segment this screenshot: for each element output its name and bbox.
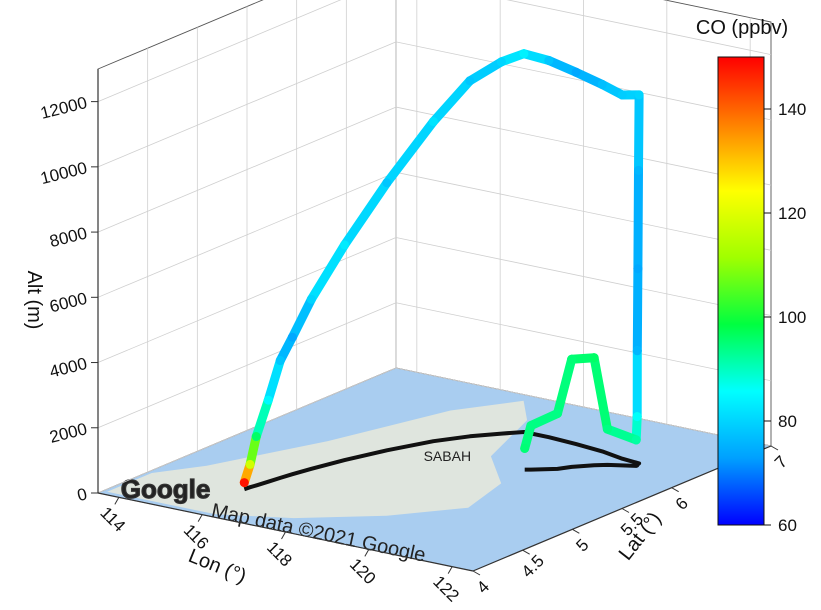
- track-point: [245, 459, 255, 469]
- x-tick: [114, 497, 120, 505]
- track-segment: [245, 432, 261, 469]
- track-segment: [553, 354, 577, 418]
- x-tick-label: 120: [346, 555, 379, 588]
- track-segment: [382, 117, 438, 188]
- y-tick: [522, 549, 530, 555]
- y-tick: [472, 570, 481, 576]
- track-point: [287, 332, 297, 342]
- track-point: [526, 421, 536, 431]
- x-tick: [364, 549, 370, 557]
- y-tick-label: 7: [771, 452, 791, 472]
- track-point: [553, 409, 562, 418]
- track-segment: [571, 67, 607, 89]
- y-tick-label: 4.5: [518, 551, 548, 581]
- track-point: [602, 424, 612, 434]
- flight-track: [239, 49, 644, 488]
- flight-ground-track: [243, 430, 642, 492]
- z-tick-label: 6000: [48, 289, 89, 317]
- x-tick-label: 114: [96, 503, 129, 536]
- y-tick-label: 4: [473, 577, 493, 597]
- colorbar-tick-label: 60: [778, 516, 797, 535]
- track-point: [571, 67, 581, 77]
- y-tick: [770, 445, 779, 451]
- y-tick: [572, 528, 580, 534]
- track-point: [567, 354, 577, 364]
- y-tick-label: 5: [572, 535, 592, 555]
- z-axis-label: Alt (m): [23, 271, 45, 330]
- track-point: [263, 395, 273, 405]
- track-segment: [340, 178, 392, 250]
- track-segment: [589, 353, 612, 434]
- track-point: [632, 346, 642, 356]
- z-tick-label: 12000: [38, 93, 88, 123]
- track-point: [617, 90, 627, 100]
- track-point: [340, 240, 350, 250]
- x-axis-label: Lon (°): [185, 545, 249, 588]
- track-point: [634, 90, 644, 100]
- colorbar-tick-label: 120: [778, 204, 806, 223]
- track-point: [275, 356, 285, 365]
- x-tick-label: 122: [429, 572, 462, 605]
- track-point: [465, 76, 475, 86]
- colorbar-tick-label: 100: [778, 308, 806, 327]
- track-point: [306, 294, 316, 304]
- y-tick: [621, 508, 630, 513]
- track-point: [519, 49, 529, 59]
- track-point: [251, 432, 261, 441]
- track-segment: [602, 424, 641, 445]
- x-tick: [197, 514, 203, 522]
- y-tick-label: 6: [672, 494, 692, 514]
- colorbar-title: CO (ppbv): [696, 17, 788, 39]
- track-segment: [526, 409, 562, 431]
- track-segment: [544, 56, 581, 77]
- z-tick-label: 0: [75, 484, 89, 505]
- track-point: [634, 165, 643, 175]
- basemap-logo: Google: [121, 474, 211, 504]
- track-segment: [251, 395, 273, 441]
- track-point: [520, 443, 530, 453]
- basemap-region-label: SABAH: [424, 448, 471, 464]
- z-tick-label: 2000: [48, 419, 89, 447]
- ground-track-line: [243, 430, 642, 492]
- track-point: [633, 264, 643, 274]
- track-point: [497, 57, 506, 67]
- track-segment: [634, 90, 644, 175]
- colorbar: CO (ppbv) 60 80 100 120 140: [696, 17, 807, 535]
- track-segment: [428, 76, 475, 127]
- z-tick-label: 4000: [48, 354, 89, 382]
- track-segment: [632, 264, 643, 356]
- track-point: [382, 178, 392, 188]
- track-segment: [306, 240, 350, 304]
- colorbar-gradient: [717, 56, 765, 526]
- track-point: [597, 80, 607, 89]
- colorbar-tick-label: 140: [778, 100, 806, 119]
- track-segment: [287, 294, 316, 342]
- track-point: [544, 56, 554, 65]
- x-tick: [447, 566, 453, 574]
- x-tick-label: 118: [263, 538, 296, 571]
- basemap-land: [107, 400, 528, 519]
- track-point: [631, 435, 641, 445]
- track-point: [589, 353, 599, 363]
- colorbar-tick-label: 80: [778, 412, 797, 431]
- track-point: [632, 412, 642, 422]
- track-segment: [263, 356, 285, 405]
- x-tick: [281, 531, 286, 540]
- track-point: [428, 117, 438, 127]
- track-point: [239, 478, 249, 488]
- y-tick: [671, 487, 679, 493]
- z-tick-label: 8000: [48, 224, 89, 252]
- track-segment: [633, 165, 643, 274]
- z-tick-label: 10000: [38, 158, 88, 188]
- track-segment: [465, 57, 506, 86]
